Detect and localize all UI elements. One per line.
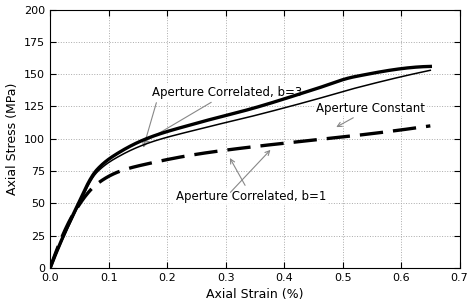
Text: Aperture Correlated, b=1: Aperture Correlated, b=1	[176, 159, 326, 203]
Text: Aperture Correlated, b=3: Aperture Correlated, b=3	[144, 86, 303, 142]
Y-axis label: Axial Stress (MPa): Axial Stress (MPa)	[6, 83, 18, 195]
Text: Aperture Constant: Aperture Constant	[316, 102, 425, 126]
X-axis label: Axial Strain (%): Axial Strain (%)	[206, 289, 303, 301]
